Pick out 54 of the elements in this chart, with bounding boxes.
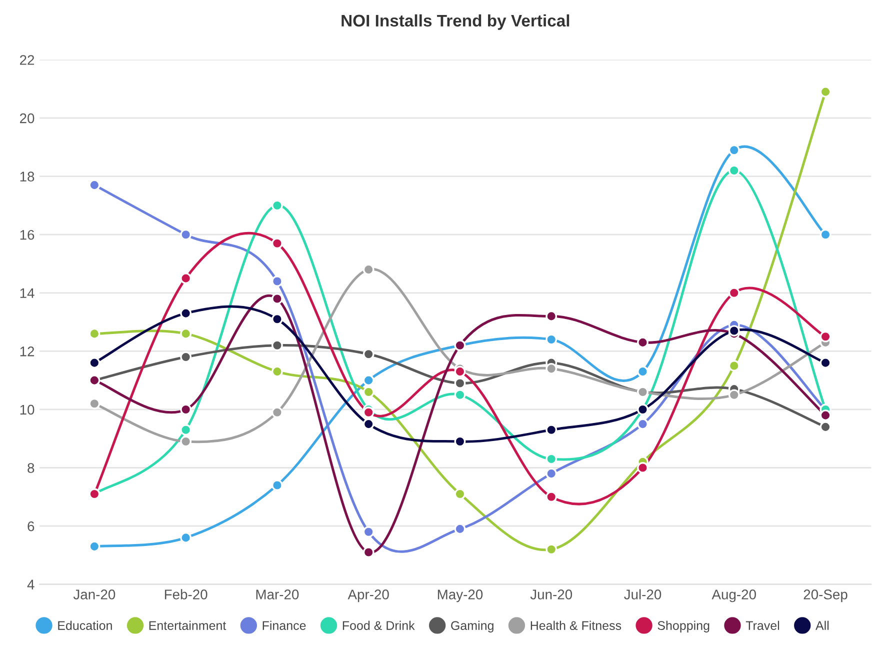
legend-label: Finance — [262, 620, 306, 630]
legend-label: All — [816, 620, 829, 630]
y-tick-label: 10 — [20, 404, 34, 415]
point — [180, 328, 192, 340]
point — [362, 418, 374, 430]
point — [637, 418, 648, 430]
legend-label: Entertainment — [149, 620, 226, 630]
x-tick-label: Jun-20 — [530, 590, 572, 600]
point — [362, 374, 374, 386]
x-tick-label: Mar-20 — [256, 590, 299, 600]
x-tick-label: 20-Sep — [804, 590, 848, 602]
point — [637, 462, 648, 474]
point — [272, 340, 283, 352]
point — [637, 366, 648, 378]
y-tick-label: 16 — [20, 230, 34, 240]
x-tick-label: Jan-20 — [73, 590, 116, 600]
legend-label: Health & Fitness — [530, 620, 622, 630]
point — [272, 293, 283, 304]
y-tick-label: 20 — [20, 113, 34, 124]
point — [180, 308, 192, 319]
legend-label: Education — [58, 620, 112, 630]
point — [728, 325, 740, 336]
y-tick-label: 12 — [20, 346, 34, 356]
point — [180, 272, 192, 284]
legend-label: Travel — [746, 620, 780, 630]
y-tick-label: 6 — [28, 521, 34, 532]
point — [272, 238, 283, 250]
x-tick-label: Jul-20 — [624, 589, 662, 600]
point — [362, 546, 374, 558]
point — [546, 310, 558, 322]
y-tick-label: 18 — [20, 172, 34, 182]
x-tick-label: Aug-20 — [712, 590, 756, 602]
point — [454, 378, 466, 389]
point — [546, 362, 558, 374]
x-tick-label: Feb-20 — [164, 589, 208, 600]
point — [728, 287, 740, 299]
y-tick-label: 8 — [28, 463, 34, 473]
y-tick-label: 14 — [20, 288, 34, 298]
point — [272, 480, 283, 491]
point — [88, 328, 100, 340]
x-tick-label: Apr-20 — [348, 590, 389, 602]
point — [546, 468, 558, 480]
point — [820, 228, 832, 240]
legend-label: Shopping — [658, 620, 710, 632]
x-tick-label: May-20 — [438, 590, 483, 602]
point — [454, 366, 466, 378]
chart-title: NOI Installs Trend by Vertical — [342, 14, 570, 30]
point — [272, 276, 283, 287]
point — [454, 488, 466, 500]
legend-label: Gaming — [451, 620, 494, 632]
y-tick-label: 4 — [27, 580, 34, 590]
point — [272, 406, 283, 418]
legend-label: Food & Drink — [342, 620, 415, 630]
y-tick-label: 22 — [20, 55, 34, 65]
